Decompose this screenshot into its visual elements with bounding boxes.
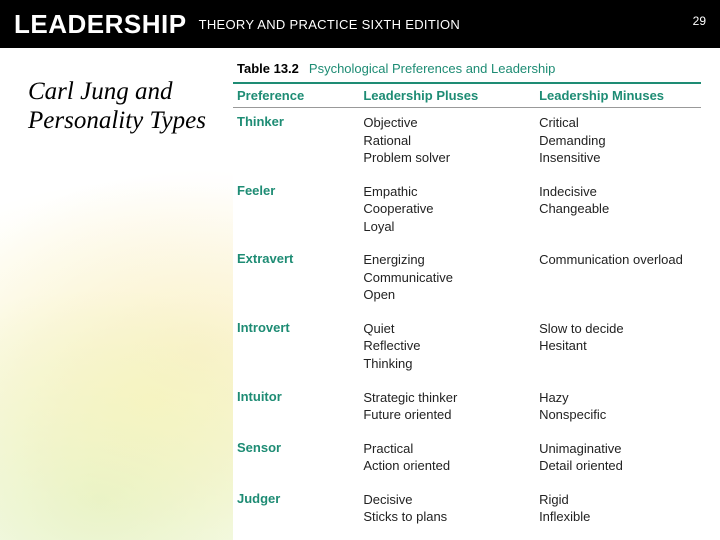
table-row: IntuitorStrategic thinkerFuture oriented…: [233, 383, 701, 434]
table-number: Table 13.2: [237, 61, 299, 76]
leadership-pluses: QuietReflectiveThinking: [363, 320, 539, 373]
preference-name: Thinker: [237, 114, 363, 167]
leadership-minuses: Slow to decideHesitant: [539, 320, 697, 373]
slide: LEADERSHIP THEORY AND PRACTICE SIXTH EDI…: [0, 0, 720, 540]
preferences-table: Table 13.2 Psychological Preferences and…: [233, 55, 701, 540]
leadership-minuses: Communication overload: [539, 251, 697, 304]
col-pluses: Leadership Pluses: [363, 88, 539, 103]
leadership-minuses: IndecisiveChangeable: [539, 183, 697, 236]
preference-name: Judger: [237, 491, 363, 526]
col-preference: Preference: [237, 88, 363, 103]
leadership-pluses: EnergizingCommunicativeOpen: [363, 251, 539, 304]
table-body: ThinkerObjectiveRationalProblem solverCr…: [233, 108, 701, 540]
preference-name: Sensor: [237, 440, 363, 475]
leadership-pluses: EmpathicCooperativeLoyal: [363, 183, 539, 236]
col-minuses: Leadership Minuses: [539, 88, 697, 103]
table-column-headers: Preference Leadership Pluses Leadership …: [233, 84, 701, 107]
leadership-minuses: UnimaginativeDetail oriented: [539, 440, 697, 475]
table-label: Psychological Preferences and Leadership: [309, 61, 555, 76]
table-row: FeelerEmpathicCooperativeLoyalIndecisive…: [233, 177, 701, 246]
leadership-pluses: PracticalAction oriented: [363, 440, 539, 475]
slide-header: LEADERSHIP THEORY AND PRACTICE SIXTH EDI…: [0, 0, 720, 48]
table-row: JudgerDecisiveSticks to plansRigidInflex…: [233, 485, 701, 536]
leadership-minuses: RigidInflexible: [539, 491, 697, 526]
table-caption: Table 13.2 Psychological Preferences and…: [233, 55, 701, 82]
page-number: 29: [693, 14, 706, 28]
table-row: IntrovertQuietReflectiveThinkingSlow to …: [233, 314, 701, 383]
brand-title: LEADERSHIP: [14, 9, 187, 40]
table-row: ThinkerObjectiveRationalProblem solverCr…: [233, 108, 701, 177]
preference-name: Introvert: [237, 320, 363, 373]
preference-name: Extravert: [237, 251, 363, 304]
leadership-pluses: ObjectiveRationalProblem solver: [363, 114, 539, 167]
table-row: SensorPracticalAction orientedUnimaginat…: [233, 434, 701, 485]
leadership-minuses: CriticalDemandingInsensitive: [539, 114, 697, 167]
section-title: Carl Jung and Personality Types: [28, 78, 213, 136]
leadership-minuses: HazyNonspecific: [539, 389, 697, 424]
preference-name: Intuitor: [237, 389, 363, 424]
preference-name: Feeler: [237, 183, 363, 236]
brand-subtitle: THEORY AND PRACTICE SIXTH EDITION: [199, 17, 461, 32]
table-row: PerceiverFlexibleCuriousInformalScattere…: [233, 536, 701, 540]
leadership-pluses: Strategic thinkerFuture oriented: [363, 389, 539, 424]
leadership-pluses: DecisiveSticks to plans: [363, 491, 539, 526]
table-row: ExtravertEnergizingCommunicativeOpenComm…: [233, 245, 701, 314]
